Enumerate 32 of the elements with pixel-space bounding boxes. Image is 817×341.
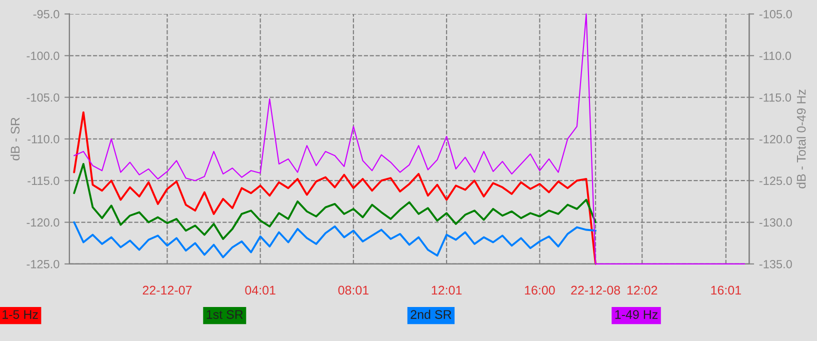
- line-series: [73, 221, 597, 258]
- y-tick-label: -105.0: [26, 93, 60, 102]
- text: 1-49 Hz: [615, 310, 658, 319]
- text: 2nd SR: [410, 310, 452, 319]
- y2-tick-label: -130.0: [759, 218, 792, 227]
- x-tick-label: 22-12-07: [142, 286, 192, 295]
- text: 1-5 Hz: [2, 310, 38, 319]
- text: 1st SR: [206, 310, 243, 319]
- y2-tick-label: -125.0: [759, 176, 792, 186]
- y-tick-label: -110.0: [28, 134, 60, 144]
- y-tick-label: -120.0: [26, 218, 60, 227]
- line-series: [74, 13, 746, 264]
- y2-tick-label: -110.0: [759, 52, 792, 60]
- y-tick-label: -115.0: [28, 176, 60, 186]
- x-tick-label: 12:02: [627, 286, 658, 295]
- x-tick-label: 22-12-08: [571, 286, 620, 295]
- x-tick-label: 12:01: [432, 286, 462, 295]
- x-tick-label: 16:00: [524, 286, 555, 295]
- y-tick-label: -95.0: [33, 10, 60, 18]
- x-tick-label: 04:01: [245, 286, 276, 295]
- y-tick-label: -100.0: [26, 52, 60, 60]
- y2-tick-label: -120.0: [759, 134, 792, 144]
- y2-tick-label: -135.0: [759, 260, 792, 268]
- y2-tick-label: -105.0: [759, 10, 792, 18]
- x-tick-label: 08:01: [338, 286, 368, 295]
- x-tick-label: 16:01: [711, 286, 741, 295]
- line-series: [73, 162, 597, 240]
- y-axis-title: dB - SR: [10, 118, 20, 160]
- y-tick-label: -125.0: [26, 260, 60, 268]
- y2-axis-title: dB - Total 0-49 Hz: [796, 90, 806, 188]
- y2-tick-label: -115.0: [759, 93, 792, 102]
- line-series: [73, 111, 597, 265]
